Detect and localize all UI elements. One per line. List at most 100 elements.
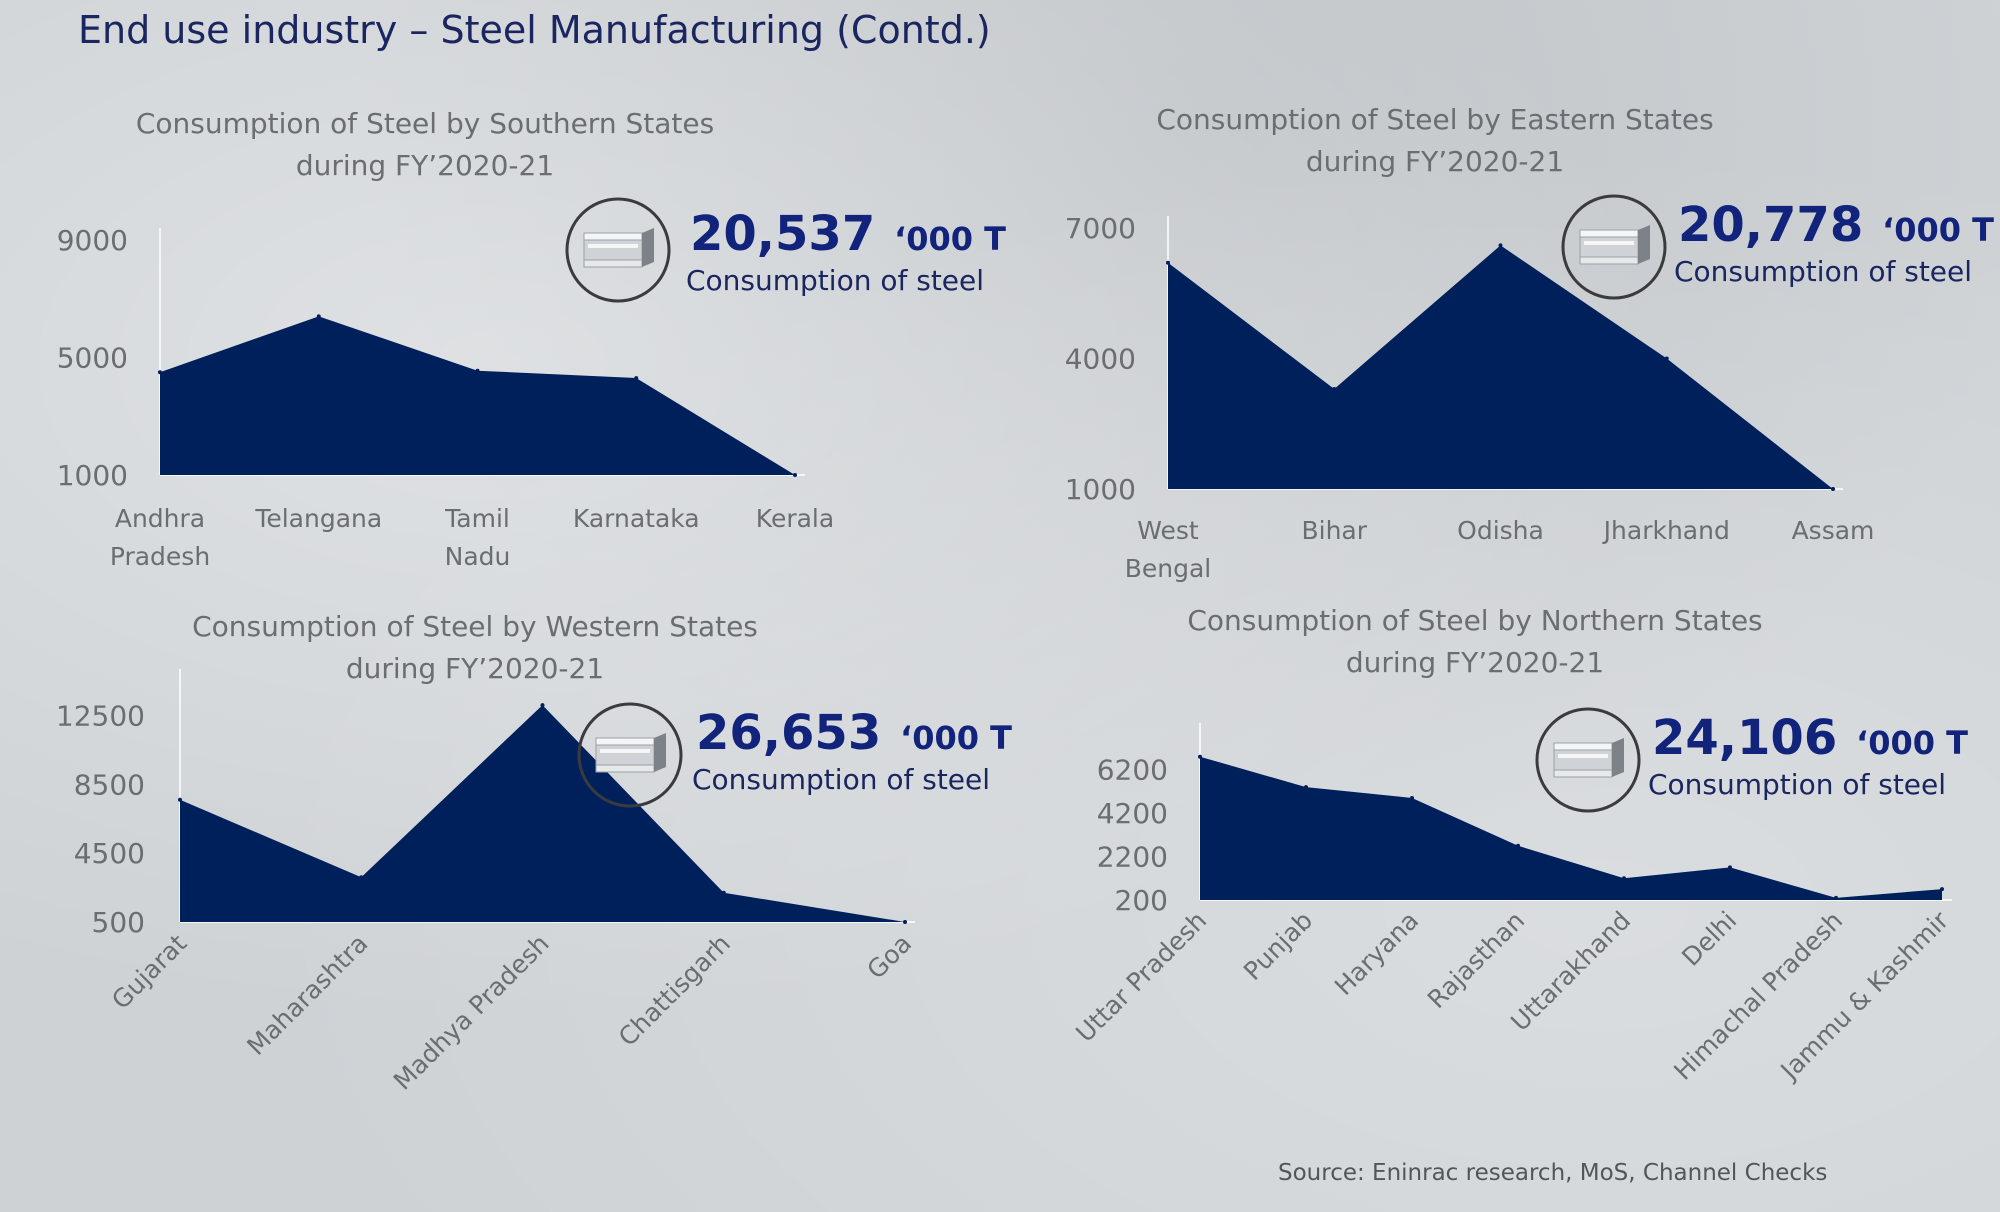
x-category-label: Telangana [254,504,382,533]
chart-title-line-1: Consumption of Steel by Southern States [136,107,714,140]
y-tick-label: 500 [92,906,145,939]
data-point [721,890,726,895]
chart-title-line-1: Consumption of Steel by Eastern States [1156,103,1713,136]
callout-value: 20,537 [690,206,875,262]
y-tick-label: 2200 [1097,841,1168,874]
data-point [158,370,162,375]
steel-beam-icon [1579,225,1650,265]
data-point [316,314,321,319]
beam-top-flange [595,737,655,746]
x-category-label: Madhya Pradesh [388,929,555,1096]
x-category-label: Odisha [1457,516,1544,545]
chart-title-line-2: during FY’2020-21 [346,652,604,685]
data-point [1410,795,1414,800]
beam-top-flange [1579,229,1639,238]
y-tick-label: 7000 [1065,212,1136,245]
x-category-label: Jharkhand [1602,516,1730,545]
beam-highlight [600,749,650,753]
data-point [1664,356,1669,361]
x-category-label: Chattisgarh [613,929,736,1052]
data-point [793,473,797,477]
callout-unit: ‘000 T [1856,724,1968,762]
data-point [634,376,639,381]
chart-southern-states: Consumption of Steel by Southern States d… [57,107,1006,571]
chart-title-line-2: during FY’2020-21 [296,149,554,182]
y-tick-label: 6200 [1097,754,1168,787]
x-category-label: Uttar Pradesh [1070,906,1212,1048]
beam-highlight [1558,754,1608,758]
beam-bottom-flange [595,764,655,773]
callout-circle [565,197,671,303]
beam-end [654,733,666,772]
x-category-label: Gujarat [106,929,192,1015]
area-series [180,705,905,922]
callout-value: 26,653 [696,705,881,761]
beam-web [1553,749,1613,771]
data-point [1498,243,1503,248]
beam-web [583,239,643,261]
x-category-label: Maharashtra [241,929,373,1061]
x-category-label: Kerala [756,504,834,533]
chart-title-line-2: during FY’2020-21 [1346,646,1604,679]
data-point [1516,843,1520,848]
data-point [903,920,907,924]
callout-circle [1561,194,1667,300]
callout-value: 20,778 [1678,197,1863,253]
x-category-label: Nadu [445,542,511,571]
y-tick-label: 12500 [56,699,145,732]
steel-beam-icon [595,733,666,773]
x-category-label: Assam [1792,516,1875,545]
y-tick-label: 4500 [74,837,145,870]
callout-unit: ‘000 T [900,719,1012,757]
chart-western-states: Consumption of Steel by Western States du… [56,610,1012,1096]
area-series [1200,756,1942,900]
x-category-label: Karnataka [573,504,700,533]
x-category-label: Bihar [1301,516,1367,545]
callout-circle [1535,707,1641,813]
beam-web [595,744,655,766]
y-tick-label: 5000 [57,342,128,375]
beam-highlight [588,244,638,248]
steel-beam-icon [1553,738,1624,778]
y-tick-label: 4200 [1097,797,1168,830]
beam-top-flange [583,232,643,241]
data-point [1728,865,1732,870]
chart-northern-states: Consumption of Steel by Northern States d… [1070,604,1968,1086]
data-point [178,797,182,802]
chart-title-line-1: Consumption of Steel by Western States [192,610,758,643]
beam-top-flange [1553,742,1613,751]
callout-label: Consumption of steel [1674,255,1972,288]
callout-unit: ‘000 T [894,220,1006,258]
chart-title-line-1: Consumption of Steel by Northern States [1187,604,1762,637]
data-point [1332,386,1337,391]
data-point [1622,876,1626,881]
y-tick-label: 8500 [74,768,145,801]
chart-title-line-2: during FY’2020-21 [1306,145,1564,178]
callout-label: Consumption of steel [686,264,984,297]
y-tick-label: 1000 [57,459,128,492]
data-point [1166,260,1170,265]
area-series [1168,245,1833,489]
data-point [359,875,364,880]
x-category-label: Pradesh [110,542,210,571]
x-category-label: Tamil [444,504,510,533]
data-point [1831,487,1835,491]
y-tick-label: 200 [1115,884,1168,917]
data-point [1304,785,1308,790]
area-series [160,316,795,475]
data-point [1198,754,1202,759]
chart-eastern-states: Consumption of Steel by Eastern States du… [1065,103,1994,583]
callout-label: Consumption of steel [1648,768,1946,801]
x-category-label: West [1137,516,1199,545]
callout-value: 24,106 [1652,710,1837,766]
beam-end [642,228,654,267]
beam-end [1612,738,1624,777]
data-point [1834,895,1838,900]
x-category-label: Rajasthan [1422,906,1530,1014]
data-point [475,368,480,373]
page-title: End use industry – Steel Manufacturing (… [78,8,991,52]
callout-circle [577,702,683,808]
beam-highlight [1584,241,1634,245]
x-category-label: Haryana [1329,906,1424,1001]
y-tick-label: 4000 [1065,343,1136,376]
